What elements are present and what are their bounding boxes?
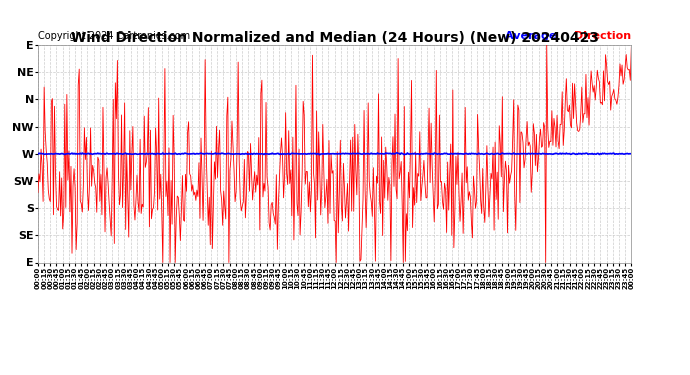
Title: Wind Direction Normalized and Median (24 Hours) (New) 20240423: Wind Direction Normalized and Median (24… <box>70 31 599 45</box>
Text: Copyright 2024 Cartronics.com: Copyright 2024 Cartronics.com <box>38 31 190 40</box>
Text: Direction: Direction <box>574 31 631 40</box>
Text: Average: Average <box>505 31 560 40</box>
